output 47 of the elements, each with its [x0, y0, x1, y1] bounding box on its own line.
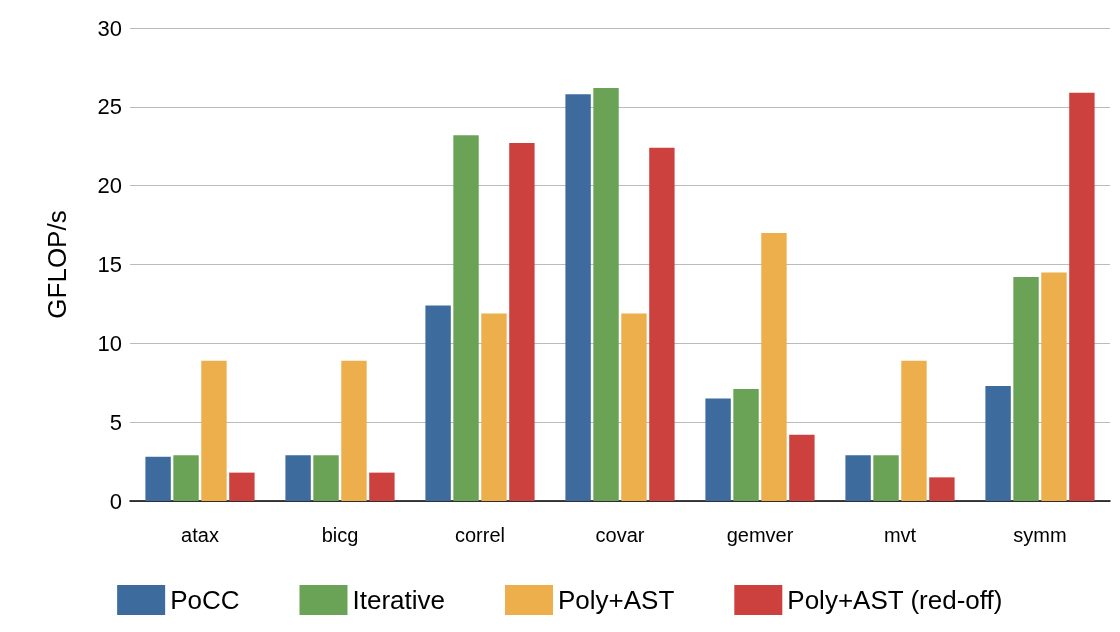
bar: [173, 455, 199, 501]
y-tick-label: 30: [97, 15, 122, 41]
bar: [621, 313, 647, 501]
bar: [593, 87, 619, 501]
bar: [761, 232, 787, 501]
bar: [453, 135, 479, 501]
bar: [369, 472, 395, 501]
y-tick-label: 25: [97, 94, 122, 120]
bar: [425, 305, 451, 501]
y-tick-label: 10: [97, 330, 122, 356]
bar: [929, 477, 955, 501]
y-tick-label: 15: [97, 252, 122, 277]
legend-label: Poly+AST (red-off): [787, 585, 1003, 615]
x-tick-label: correl: [454, 524, 506, 546]
x-tick-label: mvt: [883, 524, 917, 546]
x-tick-label: bicg: [321, 524, 359, 546]
bar: [145, 456, 171, 501]
bar: [901, 360, 927, 501]
x-tick-label: symm: [1013, 524, 1067, 546]
bar: [481, 313, 507, 501]
x-tick-label: covar: [595, 524, 645, 546]
bar: [845, 455, 871, 501]
bar: [229, 472, 255, 501]
bar: [285, 455, 311, 501]
y-tick-label: 20: [97, 173, 122, 199]
bar: [313, 455, 339, 501]
bar: [789, 434, 815, 501]
bar: [565, 94, 591, 501]
bar: [985, 385, 1011, 501]
legend-label: Poly+AST: [557, 585, 675, 615]
bar: [733, 389, 759, 501]
bar: [1069, 92, 1095, 501]
x-tick-label: gemver: [726, 524, 794, 546]
legend-label: Iterative: [352, 585, 445, 615]
bar: [1041, 272, 1067, 501]
bar: [873, 455, 899, 501]
bar: [201, 360, 227, 501]
x-tick-label: atax: [181, 524, 219, 546]
bar: [341, 360, 367, 501]
bar: [705, 398, 731, 501]
legend-label: PoCC: [170, 585, 240, 615]
y-axis-title: GFLOP/s: [42, 210, 72, 319]
y-tick-label: 0: [109, 488, 122, 514]
bar: [509, 143, 535, 501]
y-tick-label: 5: [109, 409, 122, 435]
bar: [1013, 277, 1039, 501]
bar: [649, 147, 675, 501]
